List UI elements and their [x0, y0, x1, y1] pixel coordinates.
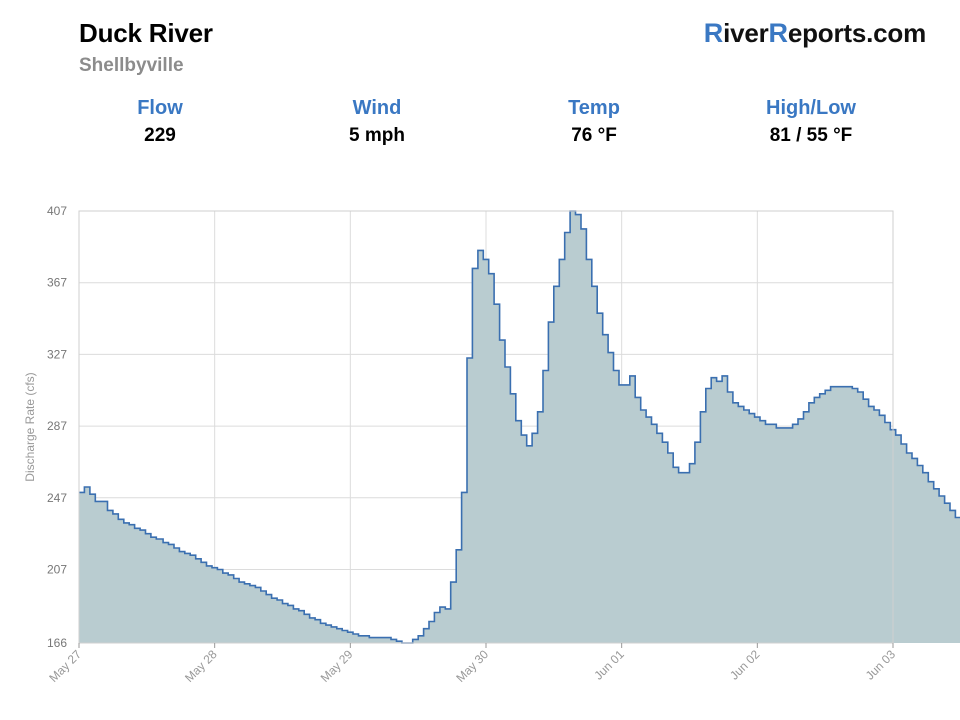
- river-title: Duck River: [79, 18, 213, 48]
- stat-highlow: High/Low 81 / 55 °F: [731, 96, 891, 148]
- y-tick-label: 327: [47, 347, 67, 361]
- x-tick-label: May 30: [453, 647, 491, 685]
- x-tick-label: Jun 01: [591, 647, 627, 683]
- x-tick-label: May 28: [182, 647, 220, 685]
- brand-r1: R: [703, 18, 724, 48]
- brand-r2: R: [768, 18, 789, 48]
- stat-flow-label: Flow: [137, 97, 183, 119]
- stat-highlow-label: High/Low: [766, 97, 856, 119]
- x-tick-label: Jun 03: [863, 647, 899, 683]
- stat-temp: Temp 76 °F: [514, 96, 674, 148]
- y-axis-ticks: 166 207 247 287 327 367 407: [47, 204, 67, 650]
- x-tick-label: May 29: [318, 647, 356, 685]
- stat-temp-label: Temp: [568, 97, 620, 119]
- stat-temp-value: 76 °F: [571, 125, 617, 146]
- stat-flow-value: 229: [144, 125, 176, 146]
- x-tick-label: Jun 02: [727, 647, 763, 683]
- stat-highlow-value: 81 / 55 °F: [769, 125, 853, 146]
- y-tick-label: 367: [47, 276, 67, 290]
- brand-rest: eports.com: [787, 18, 926, 48]
- discharge-area: [79, 211, 960, 643]
- stat-flow: Flow 229: [80, 96, 240, 148]
- stat-wind: Wind 5 mph: [297, 96, 457, 148]
- discharge-line: [79, 210, 960, 644]
- river-location: Shellbyville: [79, 55, 184, 76]
- y-tick-label: 407: [47, 204, 67, 218]
- brand-iver: iver: [723, 18, 769, 48]
- stat-wind-label: Wind: [352, 97, 402, 119]
- stat-wind-value: 5 mph: [349, 125, 405, 146]
- y-tick-label: 166: [47, 636, 67, 650]
- y-tick-label: 287: [47, 419, 67, 433]
- x-tick-label: May 27: [46, 647, 84, 685]
- x-axis-ticks: May 27 May 28 May 29 May 30 Jun 01 Jun 02 Jun …: [46, 643, 898, 685]
- brand-logo[interactable]: RiverReports.com: [704, 18, 926, 49]
- y-tick-label: 207: [47, 563, 67, 577]
- y-tick-label: 247: [47, 491, 67, 505]
- y-axis-label: Discharge Rate (cfs): [23, 372, 37, 481]
